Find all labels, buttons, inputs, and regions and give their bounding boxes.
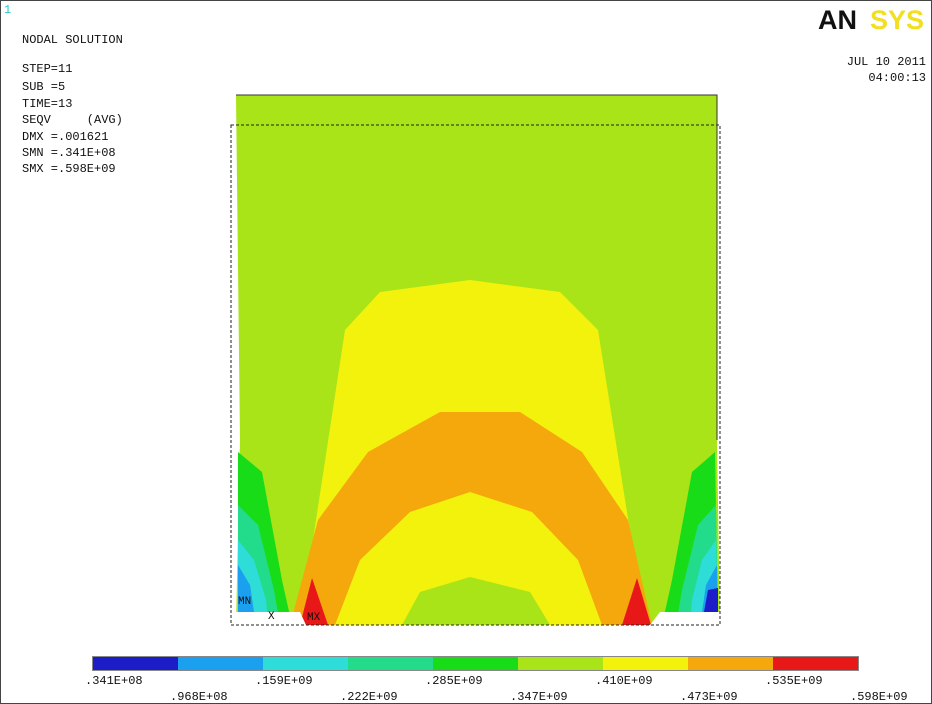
- legend-label: .341E+08: [85, 674, 143, 688]
- date: JUL 10 2011: [847, 55, 926, 69]
- legend-label: .410E+09: [595, 674, 653, 688]
- legend-label: .285E+09: [425, 674, 483, 688]
- legend-swatch: [433, 657, 518, 670]
- legend-label: .535E+09: [765, 674, 823, 688]
- info-line: DMX =.001621: [22, 130, 108, 144]
- time: 04:00:13: [868, 71, 926, 85]
- info-line: SUB =5: [22, 80, 65, 94]
- info-line: TIME=13: [22, 97, 72, 111]
- logo-sys: SYS: [870, 5, 924, 35]
- legend-swatch: [93, 657, 178, 670]
- legend-swatch: [603, 657, 688, 670]
- info-line: SMN =.341E+08: [22, 146, 116, 160]
- legend-swatch: [518, 657, 603, 670]
- legend-swatch: [348, 657, 433, 670]
- legend-label: .473E+09: [680, 690, 738, 704]
- info-line: STEP=11: [22, 62, 72, 76]
- legend-label: .159E+09: [255, 674, 313, 688]
- logo-an: AN: [818, 5, 857, 35]
- x-axis-marker: X: [268, 611, 275, 623]
- ansys-window: 1 NODAL SOLUTION STEP=11 SUB =5 TIME=13 …: [0, 0, 932, 704]
- info-line: SEQV (AVG): [22, 113, 123, 127]
- min-marker: MN: [238, 596, 251, 608]
- contour-plot: [231, 95, 720, 625]
- legend-label: .222E+09: [340, 690, 398, 704]
- window-number: 1: [4, 3, 11, 17]
- max-marker: MX: [307, 612, 321, 624]
- info-line: NODAL SOLUTION: [22, 33, 123, 47]
- right-notch: [650, 612, 720, 625]
- info-line: SMX =.598E+09: [22, 162, 116, 176]
- legend-swatch: [688, 657, 773, 670]
- legend-label: .598E+09: [850, 690, 908, 704]
- legend-swatch: [773, 657, 858, 670]
- legend-swatch: [263, 657, 348, 670]
- legend-label: .968E+08: [170, 690, 228, 704]
- legend-swatch: [178, 657, 263, 670]
- legend-label: .347E+09: [510, 690, 568, 704]
